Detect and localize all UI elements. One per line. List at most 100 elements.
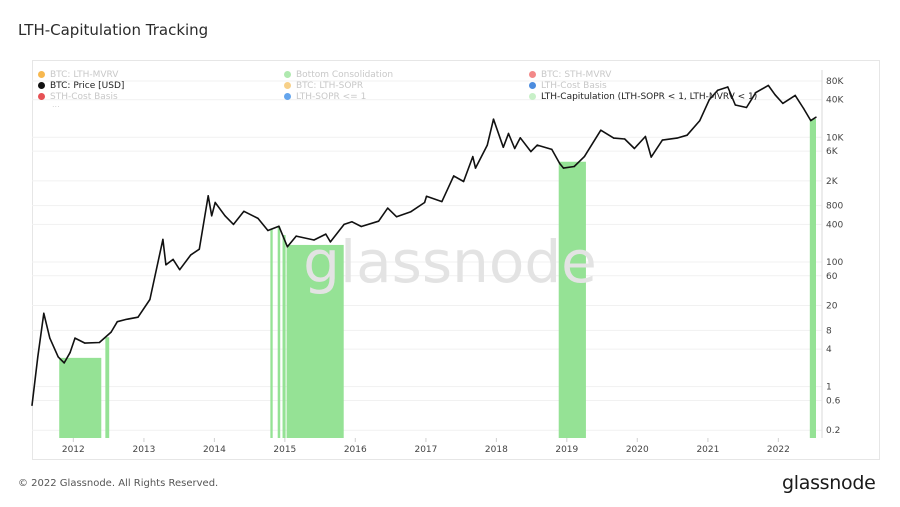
legend-item-6[interactable]: STH-Cost Basis — [38, 92, 118, 102]
price-point-75 — [734, 104, 736, 106]
capitulation-band-3 — [277, 226, 281, 438]
price-point-14 — [149, 298, 151, 301]
watermark: glassnode — [303, 228, 597, 296]
price-point-62 — [600, 129, 602, 131]
legend-dot-icon — [284, 81, 291, 89]
y-tick-label-12: 10K — [826, 133, 844, 143]
capitulation-band-2 — [270, 229, 273, 438]
price-point-2 — [43, 312, 45, 314]
price-point-7 — [74, 337, 76, 339]
price-point-34 — [329, 241, 332, 243]
price-point-59 — [562, 167, 565, 169]
legend-item-8[interactable]: LTH-Capitulation (LTH-SOPR < 1, LTH-MVRV… — [529, 92, 757, 102]
price-point-80 — [782, 102, 784, 105]
price-point-45 — [453, 175, 455, 177]
y-tick-label-13: 40K — [826, 96, 844, 106]
price-point-15 — [162, 238, 164, 241]
price-point-22 — [211, 215, 213, 217]
legend-dot-icon — [38, 81, 45, 89]
price-point-8 — [84, 342, 86, 344]
legend-label: LTH-SOPR <= 1 — [296, 92, 367, 102]
price-point-17 — [172, 258, 174, 261]
price-point-44 — [441, 200, 443, 203]
page-title: LTH-Capitulation Tracking — [18, 21, 209, 39]
legend-item-5[interactable]: LTH-Cost Basis — [529, 81, 607, 91]
chart-frame — [32, 60, 880, 460]
legend-dot-icon — [284, 92, 291, 100]
price-point-79 — [774, 94, 776, 96]
price-point-48 — [474, 167, 477, 169]
legend-label: BTC: STH-MVRV — [541, 70, 612, 80]
copyright-text: © 2022 Glassnode. All Rights Reserved. — [18, 478, 219, 489]
capitulation-band-7 — [809, 118, 816, 439]
y-tick-label-11: 6K — [826, 147, 839, 157]
price-point-24 — [224, 215, 226, 217]
legend-more[interactable]: ... — [52, 100, 60, 109]
price-point-72 — [708, 99, 710, 101]
price-point-29 — [278, 225, 280, 227]
legend-label: BTC: LTH-SOPR — [296, 81, 364, 91]
price-point-35 — [343, 223, 345, 226]
price-point-68 — [661, 139, 664, 141]
y-tick-label-2: 1 — [826, 383, 832, 393]
y-tick-label-9: 800 — [826, 202, 843, 212]
price-point-78 — [767, 84, 769, 87]
x-tick-label-6: 2018 — [485, 445, 508, 455]
price-point-50 — [492, 118, 495, 120]
x-tick-label-4: 2016 — [344, 445, 367, 455]
legend-label: Bottom Consolidation — [296, 70, 394, 80]
price-point-20 — [198, 248, 200, 250]
price-point-70 — [686, 134, 688, 136]
legend-dot-icon — [529, 70, 536, 78]
x-tick-label-2: 2014 — [203, 445, 226, 455]
price-point-49 — [486, 144, 488, 146]
price-point-37 — [360, 225, 362, 228]
price-point-55 — [530, 150, 532, 153]
price-point-71 — [699, 119, 701, 122]
price-point-11 — [116, 321, 119, 323]
price-point-81 — [794, 94, 796, 97]
legend-item-3[interactable]: BTC: Price [USD] — [38, 81, 124, 91]
price-point-43 — [425, 195, 428, 197]
x-axis-ticks: 2012 2013 2014 2015 2016 2017 2018 2019 2020 2021… — [62, 438, 790, 455]
grid-lines — [32, 80, 822, 431]
x-tick-label-0: 2012 — [62, 445, 85, 455]
legend-item-2[interactable]: BTC: STH-MVRV — [529, 70, 611, 80]
y-tick-label-14: 80K — [826, 77, 844, 87]
price-point-77 — [755, 91, 757, 94]
legend-dot-icon — [529, 92, 536, 100]
brand-logo[interactable]: glassnode — [782, 472, 876, 494]
price-point-69 — [676, 137, 678, 139]
price-point-84 — [815, 116, 817, 118]
price-point-52 — [507, 132, 510, 135]
price-point-57 — [551, 148, 553, 151]
price-point-82 — [802, 107, 805, 110]
price-point-54 — [519, 137, 521, 139]
price-point-27 — [257, 217, 259, 220]
price-point-53 — [514, 147, 516, 150]
price-point-21 — [207, 195, 209, 197]
price-point-51 — [502, 146, 504, 148]
legend-item-4[interactable]: BTC: LTH-SOPR — [284, 81, 363, 91]
legend-item-0[interactable]: BTC: LTH-MVRV — [38, 70, 118, 80]
x-tick-label-3: 2015 — [273, 445, 296, 455]
price-point-65 — [633, 147, 636, 150]
legend-label: STH-Cost Basis — [50, 92, 118, 102]
price-point-47 — [472, 155, 474, 158]
price-point-38 — [377, 220, 380, 222]
price-point-33 — [325, 233, 327, 235]
price-point-42 — [423, 201, 426, 204]
price-point-32 — [313, 239, 315, 241]
y-tick-label-4: 8 — [826, 326, 832, 336]
y-tick-label-0: 0.2 — [826, 426, 840, 436]
legend-item-7[interactable]: LTH-SOPR <= 1 — [284, 92, 366, 102]
price-point-28 — [267, 229, 269, 232]
legend-item-1[interactable]: Bottom Consolidation — [284, 70, 393, 80]
price-point-64 — [624, 138, 626, 140]
price-point-66 — [644, 135, 647, 138]
y-tick-label-6: 60 — [826, 272, 838, 282]
price-point-5 — [63, 362, 65, 364]
legend-dot-icon — [38, 70, 45, 78]
price-line-group — [31, 84, 817, 407]
